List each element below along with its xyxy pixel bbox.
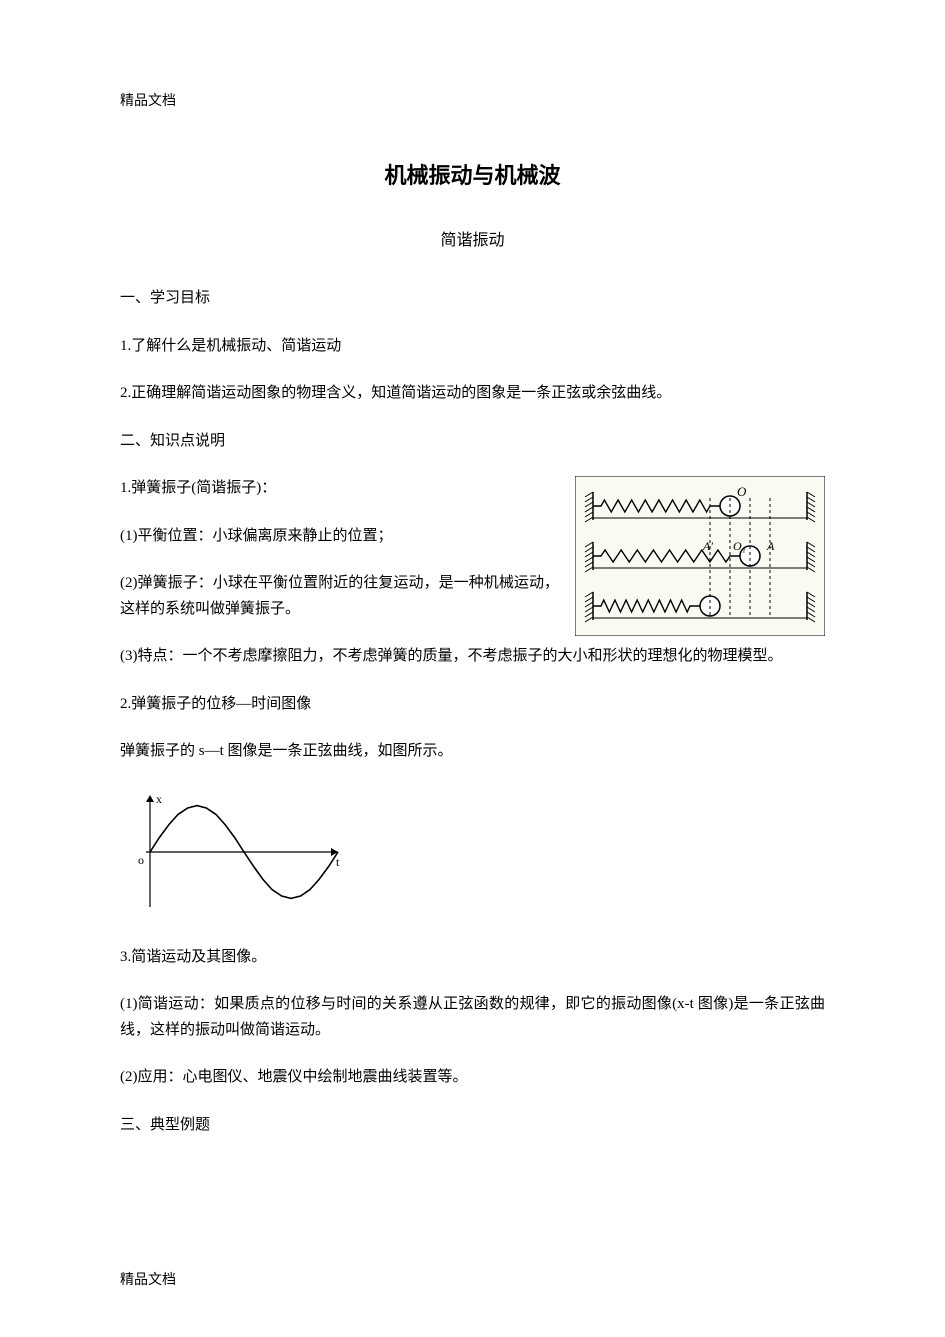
sine-wave-figure: xto	[120, 787, 825, 917]
footer-label: 精品文档	[120, 1269, 176, 1289]
section-1-item-2: 2.正确理解简谐运动图象的物理含义，知道简谐运动的图象是一条正弦或余弦曲线。	[120, 381, 825, 407]
svg-text:o: o	[138, 853, 144, 867]
section-2-2-title: 2.弹簧振子的位移—时间图像	[120, 692, 825, 718]
section-2-3-title: 3.简谐运动及其图像。	[120, 945, 825, 971]
section-3-heading: 三、典型例题	[120, 1113, 825, 1139]
svg-text:A: A	[766, 539, 775, 553]
sub-title: 简谐振动	[120, 226, 825, 250]
section-1-heading: 一、学习目标	[120, 286, 825, 312]
spring-oscillator-diagram: O A′ O₁ A	[575, 476, 825, 636]
main-title: 机械振动与机械波	[120, 158, 825, 190]
svg-text:A′: A′	[702, 539, 713, 553]
svg-text:O: O	[737, 484, 747, 499]
section-1-item-1: 1.了解什么是机械振动、简谐运动	[120, 334, 825, 360]
svg-text:x: x	[156, 792, 162, 806]
svg-text:O₁: O₁	[733, 539, 746, 553]
section-2-heading: 二、知识点说明	[120, 429, 825, 455]
section-2-3-p1: (1)简谐运动：如果质点的位移与时间的关系遵从正弦函数的规律，即它的振动图像(x…	[120, 992, 825, 1043]
section-2-1-p3: (3)特点：一个不考虑摩擦阻力，不考虑弹簧的质量，不考虑振子的大小和形状的理想化…	[120, 644, 825, 670]
section-2-3-p2: (2)应用：心电图仪、地震仪中绘制地震曲线装置等。	[120, 1065, 825, 1091]
header-label: 精品文档	[120, 90, 825, 110]
section-2-2-p1: 弹簧振子的 s—t 图像是一条正弦曲线，如图所示。	[120, 739, 825, 765]
